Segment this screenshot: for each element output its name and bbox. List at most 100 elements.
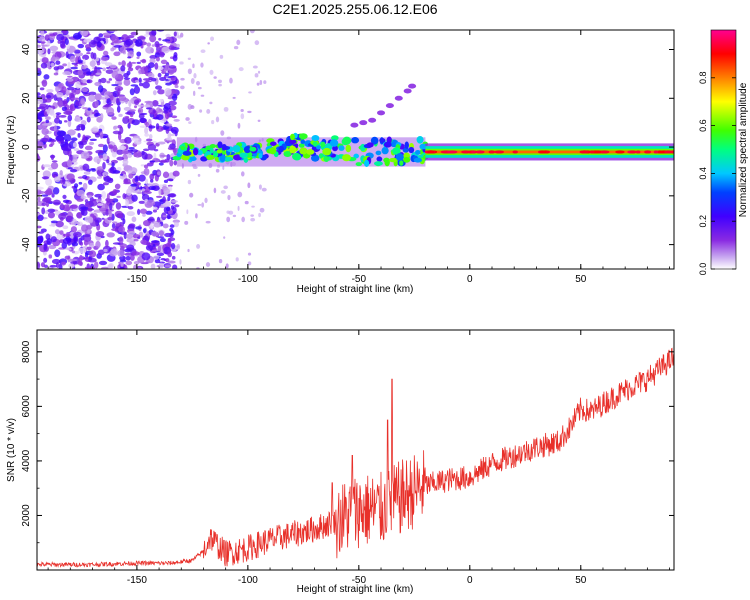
faint-dot xyxy=(180,85,185,90)
noise-blob xyxy=(170,242,176,250)
noise-blob xyxy=(163,179,169,183)
noise-blob xyxy=(37,196,41,202)
noise-blob xyxy=(146,138,153,142)
noise-blob xyxy=(125,111,133,115)
noise-blob xyxy=(143,220,151,227)
noise-blob xyxy=(62,71,72,76)
noise-blob xyxy=(140,239,147,245)
faint-dot xyxy=(263,80,267,85)
faint-dot xyxy=(205,262,211,267)
noise-blob xyxy=(40,137,49,143)
noise-blob xyxy=(105,209,109,216)
faint-dot xyxy=(206,109,211,114)
noise-blob xyxy=(154,62,159,70)
noise-blob xyxy=(138,77,142,83)
noise-blob xyxy=(50,62,55,68)
noise-blob xyxy=(126,211,135,217)
faint-dot xyxy=(259,80,263,86)
noise-blob xyxy=(51,160,58,163)
colorbar-tick-label: 0.8 xyxy=(698,72,708,85)
noise-blob xyxy=(47,208,56,213)
noise-blob xyxy=(102,182,109,186)
noise-blob xyxy=(61,86,67,93)
onset-blob xyxy=(311,154,320,162)
onset-blob xyxy=(403,156,411,163)
noise-blob xyxy=(37,67,41,72)
faint-dot xyxy=(215,168,220,173)
snr-plot-area xyxy=(37,347,674,568)
faint-dot xyxy=(218,258,223,264)
noise-blob xyxy=(50,139,57,143)
y-tick-label: 4000 xyxy=(21,449,32,472)
noise-blob xyxy=(50,220,58,224)
noise-blob xyxy=(67,114,73,122)
faint-dot xyxy=(200,94,205,97)
onset-blob xyxy=(283,151,292,158)
noise-blob xyxy=(99,37,106,42)
faint-dot xyxy=(259,207,265,213)
noise-blob xyxy=(58,114,67,118)
noise-blob xyxy=(77,260,83,266)
noise-blob xyxy=(120,65,126,72)
noise-blob xyxy=(102,32,112,37)
noise-blob xyxy=(46,238,53,246)
faint-dot xyxy=(237,205,240,212)
noise-blob xyxy=(165,82,172,86)
faint-dot xyxy=(247,182,251,189)
noise-blob xyxy=(152,255,160,260)
noise-blob xyxy=(166,214,171,220)
spectrogram-frame xyxy=(36,29,675,270)
faint-dot xyxy=(192,90,196,96)
noise-blob xyxy=(63,120,68,123)
noise-blob xyxy=(168,100,177,106)
noise-blob xyxy=(87,194,93,199)
noise-blob xyxy=(94,81,102,87)
noise-blob xyxy=(94,112,101,117)
noise-blob xyxy=(144,178,149,185)
noise-blob xyxy=(127,50,134,59)
faint-dot xyxy=(238,67,244,72)
noise-blob xyxy=(154,40,160,48)
noise-blob xyxy=(131,194,138,202)
noise-blob xyxy=(76,221,80,225)
noise-blob xyxy=(128,99,132,108)
noise-blob xyxy=(155,195,163,198)
faint-dot xyxy=(189,192,194,198)
onset-blob xyxy=(320,141,326,148)
carrier-peak xyxy=(427,150,435,154)
noise-blob xyxy=(37,92,41,96)
noise-blob xyxy=(127,35,135,39)
noise-blob xyxy=(71,62,79,65)
onset-blob xyxy=(292,152,301,161)
noise-blob xyxy=(128,223,136,229)
onset-blob xyxy=(300,139,306,145)
noise-blob xyxy=(81,156,86,159)
x-tick-label: 0 xyxy=(467,274,473,285)
noise-blob xyxy=(54,249,61,258)
noise-blob xyxy=(155,107,162,114)
noise-blob xyxy=(50,236,57,243)
noise-blob xyxy=(54,117,61,124)
x-tick-label: 0 xyxy=(467,575,473,586)
noise-blob xyxy=(130,149,138,153)
noise-blob xyxy=(88,40,97,48)
noise-blob xyxy=(112,221,118,224)
noise-blob xyxy=(88,141,95,146)
snr-series-line xyxy=(37,347,674,568)
noise-blob xyxy=(122,193,127,200)
noise-blob xyxy=(102,153,108,161)
noise-blob xyxy=(77,247,87,254)
onset-blob xyxy=(392,147,401,155)
noise-blob xyxy=(117,82,122,85)
noise-blob xyxy=(86,116,91,123)
onset-blob xyxy=(381,146,389,155)
faint-dot xyxy=(236,39,241,46)
onset-blob xyxy=(419,143,428,150)
noise-blob xyxy=(91,111,96,114)
noise-blob xyxy=(109,202,113,211)
spur-mark xyxy=(368,117,377,123)
onset-blob xyxy=(376,156,383,162)
noise-blob xyxy=(157,245,162,252)
noise-blob xyxy=(51,193,55,198)
faint-dot xyxy=(226,216,231,223)
